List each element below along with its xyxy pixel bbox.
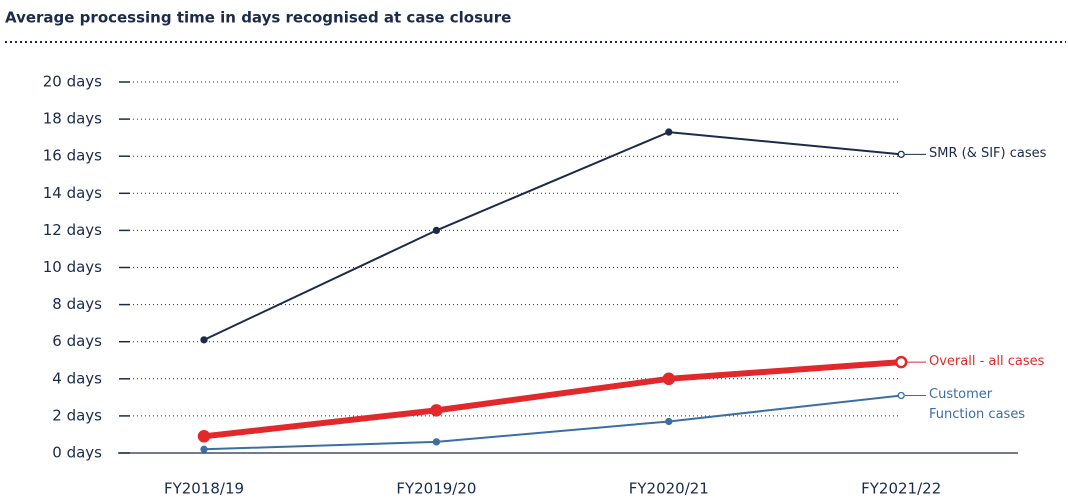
x-tick-label: FY2021/22 <box>861 480 941 498</box>
x-tick-label: FY2020/21 <box>629 480 709 498</box>
legend-box: SMR (& SIF) cases <box>929 146 1047 162</box>
data-point <box>665 417 673 426</box>
y-tick-label: 20 days <box>43 73 102 91</box>
y-tick-label: 18 days <box>43 110 102 128</box>
series-line <box>203 359 902 440</box>
y-tick-label: 4 days <box>52 369 102 387</box>
y-tick-label: 2 days <box>52 406 102 424</box>
y-tick-label: 8 days <box>52 295 102 313</box>
data-point <box>197 430 211 443</box>
legend-label: Overall - all cases <box>929 354 1045 370</box>
y-tick-label: 10 days <box>43 258 102 276</box>
data-point <box>662 372 676 386</box>
y-tick-label: 16 days <box>43 147 102 165</box>
y-tick-label: 14 days <box>43 184 102 202</box>
legend-label: SMR (& SIF) cases <box>929 146 1047 162</box>
data-point <box>430 404 443 417</box>
x-tick-label: FY2019/20 <box>396 480 476 498</box>
data-point <box>432 438 441 446</box>
data-point <box>200 336 208 344</box>
chart-title: Average processing time in days recognis… <box>5 9 511 27</box>
y-tick-label: 0 days <box>52 444 102 462</box>
legend-box: Customer Function cases <box>929 387 1026 423</box>
x-tick-label: FY2018/19 <box>164 480 244 498</box>
y-tick-label: 6 days <box>52 332 102 350</box>
data-point <box>665 128 673 136</box>
data-point <box>897 150 905 158</box>
data-point <box>897 391 905 400</box>
series-line <box>203 131 902 341</box>
data-point <box>894 355 908 369</box>
data-point <box>432 226 441 235</box>
data-point <box>200 445 208 453</box>
series-line <box>203 394 902 451</box>
y-tick-label: 12 days <box>43 221 102 239</box>
legend-box: Overall - all cases <box>929 354 1045 370</box>
legend-label: Customer Function cases <box>929 387 1026 423</box>
